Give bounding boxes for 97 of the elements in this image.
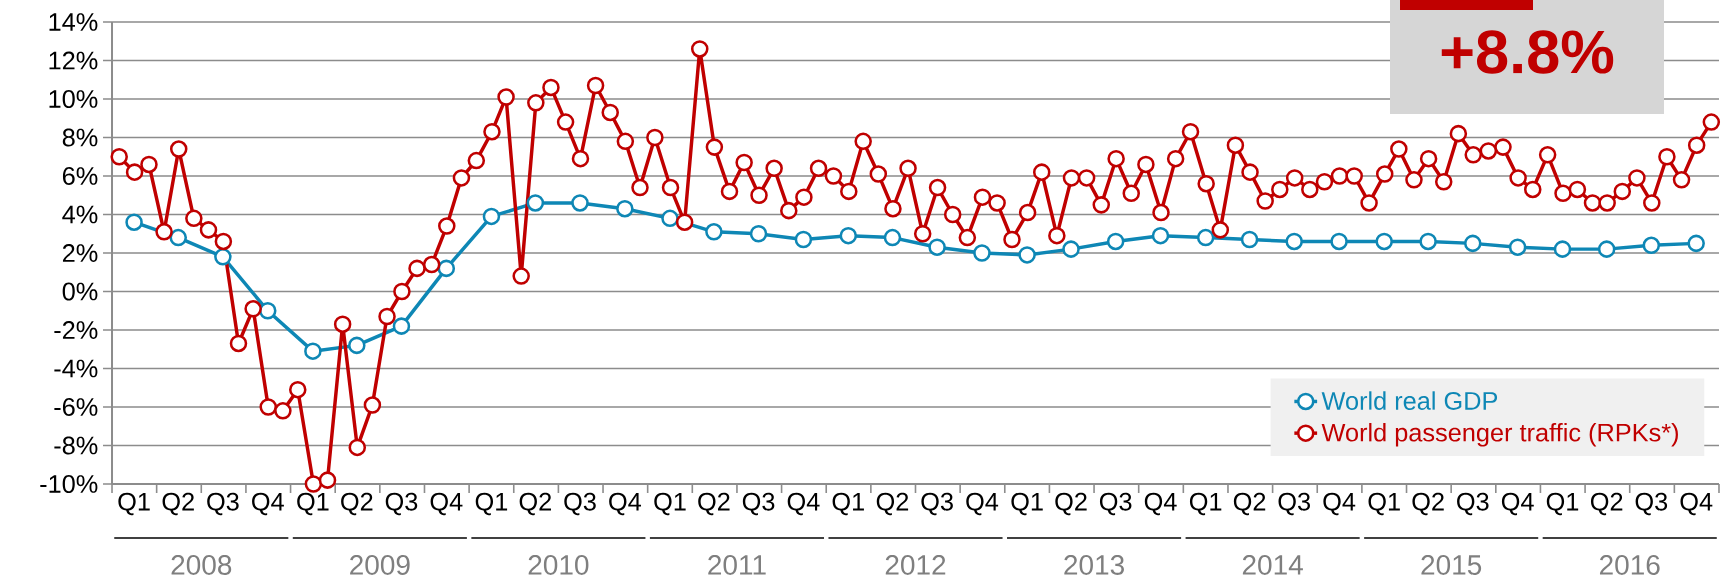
x-tick-label: Q4 — [966, 492, 999, 516]
point — [1018, 246, 1036, 264]
point — [348, 336, 366, 355]
y-tick-label: -2% — [54, 321, 98, 339]
point — [1196, 228, 1215, 247]
x-tick-label: Q3 — [921, 492, 953, 516]
y-tick-label: 0% — [62, 282, 98, 301]
y-tick-label: 6% — [62, 167, 98, 185]
legend-label: World passenger traffic (RPKs*) — [1321, 422, 1678, 447]
point — [437, 259, 456, 278]
x-tick-label: Q1 — [1368, 492, 1400, 516]
text: 2011 — [708, 555, 766, 575]
x-tick-label: Q1 — [118, 492, 150, 516]
point — [705, 223, 723, 241]
x-tick-label: Q2 — [1412, 492, 1444, 516]
x-tick-label: Q1 — [297, 492, 329, 516]
y-tick-label: -10% — [40, 475, 98, 493]
point — [1106, 232, 1125, 251]
x-tick-label: Q3 — [1278, 492, 1310, 516]
point — [1642, 236, 1661, 255]
x-tick-label: Q2 — [698, 492, 730, 516]
x-tick-label: Q4 — [1501, 492, 1534, 516]
point — [125, 213, 143, 231]
text: 2014 — [1242, 555, 1303, 575]
x-tick-label: Q2 — [341, 492, 373, 516]
y-tick-label: -4% — [54, 359, 98, 378]
x-tick-label: Q4 — [1144, 492, 1177, 516]
text: 2016 — [1599, 555, 1660, 575]
text: 2010 — [528, 555, 589, 575]
text: 2015 — [1421, 555, 1482, 575]
x-tick-label: Q3 — [207, 492, 239, 516]
y-tick-label: 12% — [49, 51, 98, 70]
y-tick-label: 8% — [62, 128, 98, 147]
x-tick-label: Q4 — [609, 492, 642, 516]
x-tick-label: Q1 — [1189, 492, 1222, 516]
point — [1463, 234, 1482, 253]
point — [928, 238, 946, 256]
point — [794, 230, 813, 249]
text: 2008 — [171, 555, 232, 575]
x-tick-label: Q3 — [385, 492, 418, 516]
point — [1240, 230, 1259, 249]
point — [169, 228, 188, 247]
x-tick-label: Q4 — [252, 492, 284, 516]
point — [1687, 234, 1705, 253]
x-tick-label: Q3 — [1635, 492, 1668, 516]
point — [1597, 240, 1616, 258]
text: 2013 — [1064, 555, 1124, 575]
point — [1285, 232, 1303, 251]
x-tick-label: Q1 — [832, 492, 864, 516]
x-tick-label: Q2 — [1590, 492, 1623, 516]
x-tick-label: Q3 — [564, 492, 596, 516]
x-tick-label: Q2 — [162, 492, 194, 516]
point — [973, 244, 991, 262]
point — [1062, 240, 1080, 258]
point — [304, 342, 322, 360]
x-tick-label: Q4 — [787, 492, 820, 516]
x-tick-label: Q1 — [654, 492, 686, 516]
point — [1330, 232, 1348, 251]
x-tick-label: Q3 — [1457, 492, 1489, 516]
x-tick-label: Q3 — [742, 492, 775, 516]
point — [258, 301, 277, 320]
point — [839, 226, 858, 245]
y-tick-label: -6% — [54, 398, 98, 416]
point — [526, 194, 545, 212]
x-tick-label: Q1 — [1011, 492, 1043, 516]
point — [883, 228, 902, 247]
point — [1151, 226, 1170, 245]
point — [1419, 232, 1437, 251]
x-tick-label: Q2 — [876, 492, 909, 516]
x-tick-label: Q4 — [1680, 492, 1713, 516]
x-tick-label: Q4 — [430, 492, 463, 516]
annotation: +8.8% — [1441, 30, 1614, 74]
x-tick-label: Q4 — [1323, 492, 1356, 516]
text: 2009 — [350, 555, 410, 575]
legend-label: World real GDP — [1321, 391, 1498, 410]
point — [392, 317, 411, 335]
y-tick-label: 10% — [49, 90, 98, 108]
x-tick-label: Q3 — [1099, 492, 1132, 516]
point — [1553, 240, 1572, 258]
point — [571, 194, 589, 212]
x-tick-label: Q2 — [1233, 492, 1266, 516]
y-tick-label: -8% — [54, 436, 98, 455]
text: 2012 — [885, 555, 946, 575]
y-tick-label: 4% — [62, 205, 98, 224]
x-tick-label: Q1 — [1546, 492, 1579, 516]
y-tick-label: 14% — [49, 13, 98, 31]
x-tick-label: Q2 — [519, 492, 551, 516]
point — [1508, 238, 1527, 256]
point — [214, 248, 232, 266]
point — [749, 224, 768, 243]
x-tick-label: Q2 — [1055, 492, 1087, 516]
x-tick-label: Q1 — [475, 492, 508, 516]
y-tick-label: 2% — [62, 244, 98, 262]
point — [661, 209, 679, 228]
point — [616, 199, 634, 218]
point — [1375, 232, 1393, 251]
point — [482, 207, 501, 226]
